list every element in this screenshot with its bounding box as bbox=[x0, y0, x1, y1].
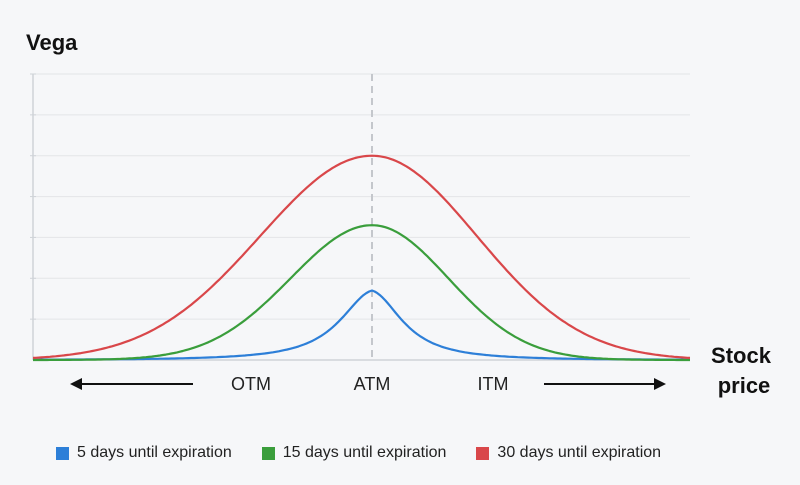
legend-label-30-days: 30 days until expiration bbox=[497, 444, 662, 461]
itm-arrow bbox=[544, 378, 666, 390]
legend-swatch-blue bbox=[56, 446, 69, 460]
legend-item-15-days: 15 days until expiration bbox=[261, 444, 447, 462]
legend-swatch-red bbox=[476, 446, 490, 460]
series-line-0 bbox=[33, 289, 690, 361]
otm-arrow bbox=[70, 378, 193, 390]
legend: 5 days until expiration 15 days until ex… bbox=[56, 444, 661, 462]
legend-swatch-green bbox=[261, 446, 275, 460]
y-axis-title: Vega bbox=[26, 30, 78, 55]
itm-label: ITM bbox=[478, 374, 509, 394]
x-axis-title-line1: Stock bbox=[711, 343, 772, 368]
itm-arrow-head bbox=[654, 378, 666, 390]
grid-lines bbox=[30, 73, 690, 320]
legend-label-5-days: 5 days until expiration bbox=[77, 444, 232, 461]
series-line-1 bbox=[33, 224, 690, 362]
legend-item-30-days: 30 days until expiration bbox=[476, 444, 661, 462]
otm-label: OTM bbox=[231, 374, 271, 394]
legend-item-5-days: 5 days until expiration bbox=[56, 444, 232, 462]
atm-label: ATM bbox=[354, 374, 391, 394]
series-lines bbox=[32, 154, 691, 362]
series-line-2 bbox=[32, 154, 691, 359]
x-axis-title-line2: price bbox=[718, 373, 771, 398]
otm-arrow-head bbox=[70, 378, 82, 390]
legend-label-15-days: 15 days until expiration bbox=[282, 444, 447, 461]
